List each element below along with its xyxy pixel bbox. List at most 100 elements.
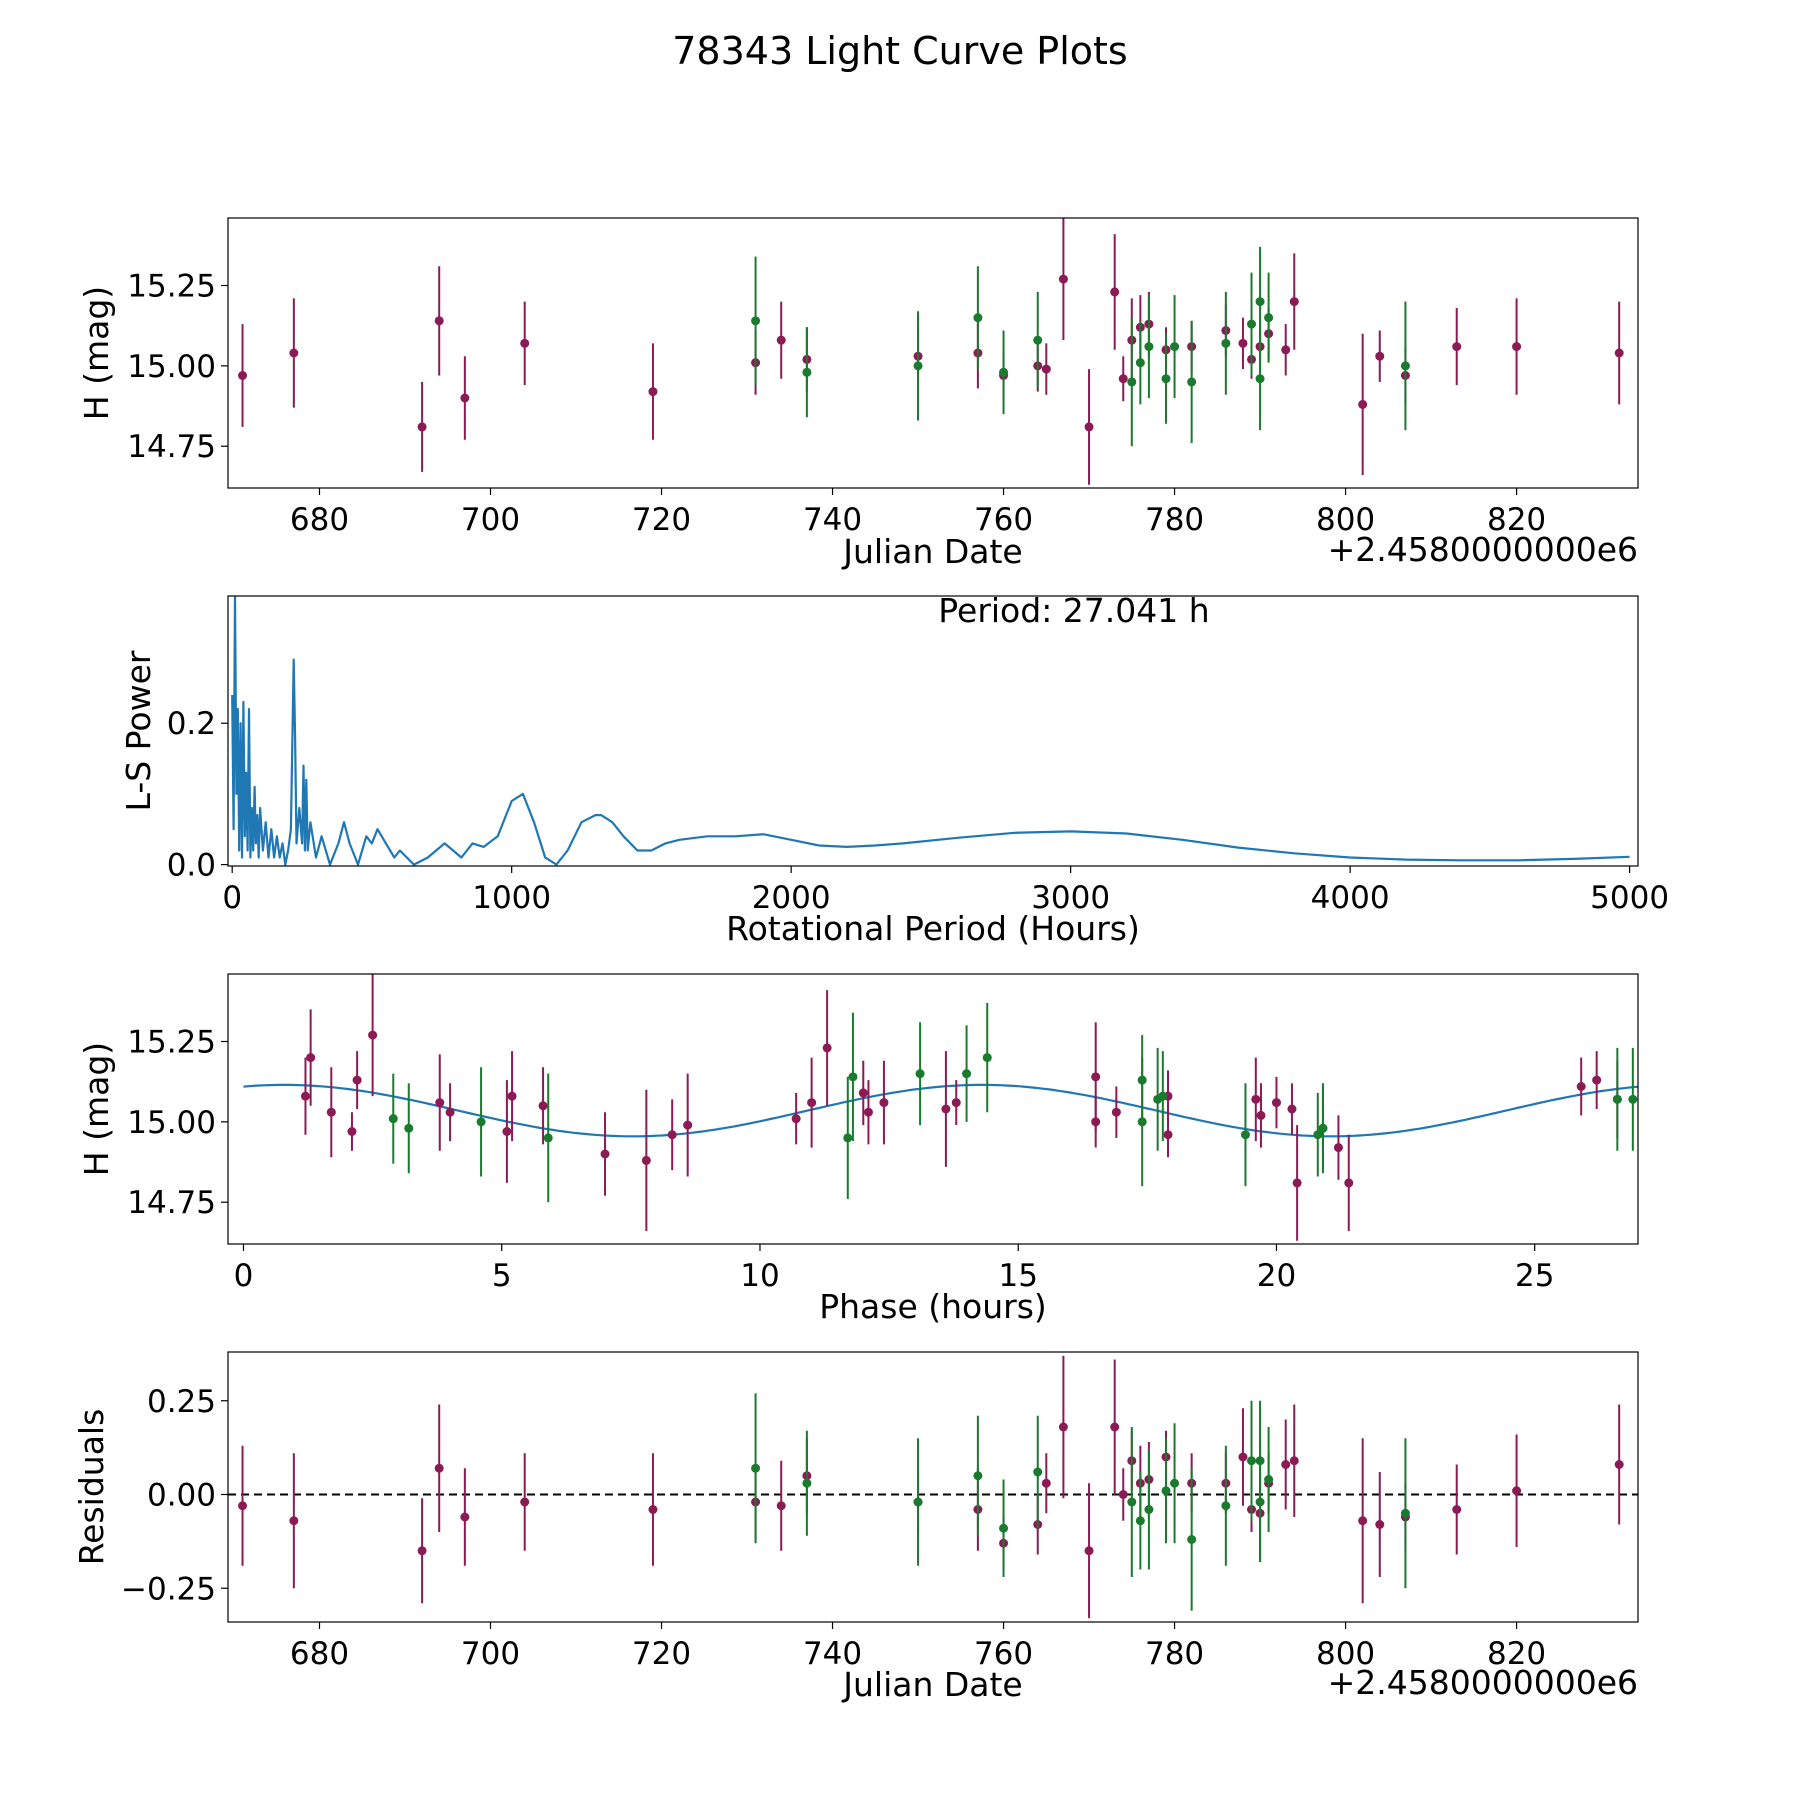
red-data-point (1375, 351, 1385, 361)
red-data-point (1084, 422, 1094, 432)
red-data-point (1111, 1107, 1121, 1117)
red-data-point (1452, 1505, 1462, 1514)
green-data-point (973, 1471, 983, 1481)
green-data-point (1170, 1478, 1180, 1488)
x-tick-label: 5 (492, 1258, 512, 1294)
green-data-point (802, 1478, 812, 1488)
x-tick-label: 10 (740, 1258, 779, 1294)
x-tick-label: 1000 (472, 880, 551, 916)
y-tick-label: 15.00 (127, 349, 216, 385)
red-data-point (1041, 1478, 1051, 1488)
red-data-point (667, 1130, 677, 1140)
red-data-point (683, 1120, 693, 1130)
green-data-point (1187, 1535, 1197, 1544)
red-data-point (1614, 1460, 1624, 1469)
red-data-point (445, 1107, 455, 1117)
red-data-point (1614, 348, 1624, 358)
light-curve-data (238, 218, 1624, 485)
red-data-point (648, 1505, 658, 1514)
residuals-axes-frame (227, 1351, 1639, 1623)
red-data-point (1452, 342, 1462, 352)
red-data-point (1576, 1082, 1586, 1091)
x-tick-label: 820 (1487, 1636, 1546, 1672)
green-data-point (1255, 297, 1265, 307)
green-data-point (476, 1117, 486, 1127)
green-data-point (1135, 1516, 1145, 1526)
x-tick-label: 700 (461, 502, 520, 538)
green-data-point (1144, 342, 1154, 352)
green-data-point (1255, 374, 1265, 384)
red-data-point (1333, 1143, 1343, 1153)
red-data-point (776, 1501, 786, 1511)
green-data-point (982, 1053, 992, 1063)
y-tick-label: 14.75 (127, 1185, 216, 1221)
red-data-point (507, 1091, 517, 1101)
phased-light-curve-data (243, 974, 1638, 1241)
residuals-ticks: 680 700 720 740 760 780 800 820 −0.25 0.00 0.25 (121, 1384, 1546, 1672)
residuals-ylabel: Residuals (72, 1409, 111, 1566)
phased-light-curve-xlabel: Phase (hours) (819, 1287, 1047, 1326)
residuals-offset-label: +2.4580000000e6 (1328, 1663, 1638, 1702)
red-data-point (435, 1098, 445, 1108)
green-data-point (1240, 1130, 1250, 1140)
light-curve-ylabel: H (mag) (77, 286, 116, 420)
red-data-point (1041, 364, 1051, 374)
green-data-point (1221, 338, 1231, 348)
red-data-point (1289, 1456, 1299, 1466)
red-data-point (1281, 1460, 1291, 1469)
x-tick-label: 4000 (1311, 880, 1390, 916)
red-data-point (1110, 1422, 1120, 1432)
green-data-point (1033, 1467, 1043, 1477)
green-data-point (1221, 1501, 1231, 1511)
red-data-point (238, 1501, 248, 1511)
green-data-point (1247, 319, 1257, 329)
y-tick-label: 0.0 (167, 848, 216, 884)
red-data-point (1289, 297, 1299, 307)
red-data-point (289, 348, 299, 358)
x-tick-label: 5000 (1590, 880, 1669, 916)
y-tick-label: −0.25 (121, 1571, 216, 1607)
green-data-point (1161, 374, 1171, 384)
red-data-point (1512, 342, 1522, 352)
green-data-point (1400, 1508, 1410, 1518)
x-tick-label: 720 (632, 502, 691, 538)
green-data-point (1255, 1497, 1265, 1507)
red-data-point (1281, 345, 1291, 355)
green-data-point (1264, 313, 1274, 323)
green-data-point (1313, 1130, 1323, 1140)
green-data-point (802, 367, 812, 377)
x-tick-label: 780 (1145, 1636, 1204, 1672)
x-tick-label: 740 (803, 1636, 862, 1672)
x-tick-label: 760 (974, 502, 1033, 538)
red-data-point (941, 1104, 951, 1114)
green-data-point (999, 367, 1009, 377)
green-data-point (1264, 1475, 1274, 1484)
red-data-point (1292, 1178, 1302, 1188)
red-data-point (1110, 287, 1120, 297)
x-tick-label: 25 (1515, 1258, 1554, 1294)
x-tick-label: 0 (222, 880, 242, 916)
red-data-point (776, 335, 786, 345)
red-data-point (306, 1053, 316, 1063)
green-data-point (1400, 361, 1410, 371)
red-data-point (417, 422, 427, 432)
red-data-point (460, 1512, 470, 1522)
light-curve-panel: 680 700 720 740 760 780 800 82014.7515.0015.25 … (77, 217, 1639, 571)
red-data-point (417, 1546, 427, 1556)
periodogram-xlabel: Rotational Period (Hours) (726, 909, 1140, 948)
green-data-point (1612, 1094, 1622, 1104)
y-tick-label: 15.00 (127, 1105, 216, 1141)
green-data-point (999, 1523, 1009, 1533)
green-data-point (404, 1123, 414, 1133)
green-data-point (973, 313, 983, 323)
residuals-xlabel: Julian Date (841, 1665, 1023, 1704)
x-tick-label: 15 (998, 1258, 1037, 1294)
green-data-point (751, 316, 761, 326)
green-data-point (388, 1114, 398, 1124)
red-data-point (1344, 1178, 1354, 1188)
x-tick-label: 700 (461, 1636, 520, 1672)
red-data-point (1592, 1075, 1602, 1085)
red-data-point (520, 338, 530, 348)
